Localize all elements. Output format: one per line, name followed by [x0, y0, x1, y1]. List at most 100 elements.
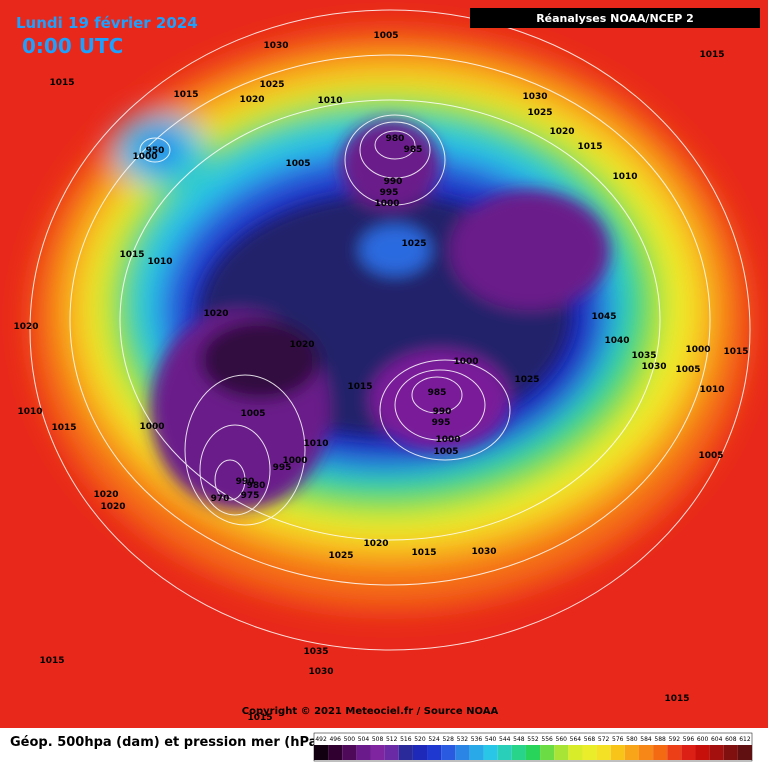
- isobar-label: 1000: [139, 422, 164, 432]
- scale-cell: [667, 745, 682, 760]
- scale-cell: [511, 745, 526, 760]
- isobar-label: 1030: [308, 667, 333, 677]
- scale-cell: [370, 745, 385, 760]
- isobar-label: 1015: [173, 90, 198, 100]
- isobar-label: 1015: [664, 694, 689, 704]
- isobar-label: 1030: [641, 362, 666, 372]
- isobar-label: 1005: [373, 31, 398, 41]
- scale-tick: 552: [527, 736, 539, 743]
- isobar-label: 1005: [698, 451, 723, 461]
- isobar-label: 1005: [285, 159, 310, 169]
- isobar-label: 1015: [39, 656, 64, 666]
- isobar-label: 1020: [13, 322, 38, 332]
- scale-cell: [497, 745, 512, 760]
- scale-cell: [596, 745, 611, 760]
- scale-tick: 564: [570, 736, 582, 743]
- legend-text: Géop. 500hpa (dam) et pression mer (hPa): [10, 735, 323, 750]
- isobar-label: 1045: [591, 312, 616, 322]
- isobar-label: 1020: [289, 340, 314, 350]
- isobar-label: 985: [428, 388, 447, 398]
- color-scale: 492 496 500 504 508 512 516 520 524 528 532 536 540 5…: [313, 732, 753, 762]
- isobar-label: 1030: [522, 92, 547, 102]
- isobar-label: 1010: [699, 385, 724, 395]
- scale-cell: [554, 745, 569, 760]
- isobar-label: 1000: [453, 357, 478, 367]
- scale-tick: 516: [400, 736, 412, 743]
- isobar-label: 1025: [527, 108, 552, 118]
- scale-tick: 604: [711, 736, 723, 743]
- isobar-label: 1000: [132, 152, 157, 162]
- isobar-label: 1000: [374, 199, 399, 209]
- isobar-label: 1015: [119, 250, 144, 260]
- scale-tick: 528: [442, 736, 454, 743]
- isobar-label: 1000: [282, 456, 307, 466]
- scale-tick: 612: [739, 736, 751, 743]
- scale-tick: 512: [386, 736, 398, 743]
- isobar-label: 1015: [411, 548, 436, 558]
- isobar-label: 1000: [685, 345, 710, 355]
- isobar-label: 1030: [471, 547, 496, 557]
- isobar-label: 1040: [604, 336, 629, 346]
- scale-tick: 536: [471, 736, 483, 743]
- scale-cell: [427, 745, 442, 760]
- isobar-label: 1000: [435, 435, 460, 445]
- isobar-label: 1025: [514, 375, 539, 385]
- isobar-label: 1010: [147, 257, 172, 267]
- isobar-label: 1005: [433, 447, 458, 457]
- copyright: Copyright © 2021 Meteociel.fr / Source N…: [242, 706, 499, 717]
- isobar-label: 1025: [401, 239, 426, 249]
- isobar-label: 1035: [631, 351, 656, 361]
- isobar-label: 980: [386, 134, 405, 144]
- isobar-label: 1030: [263, 41, 288, 51]
- scale-tick: 532: [457, 736, 469, 743]
- field: [0, 0, 768, 728]
- isobar-label: 1010: [303, 439, 328, 449]
- scale-cell: [582, 745, 597, 760]
- scale-tick: 560: [556, 736, 568, 743]
- isobar-label: 1020: [100, 502, 125, 512]
- scale-tick: 556: [541, 736, 553, 743]
- scale-tick: 584: [640, 736, 652, 743]
- scale-tick: 548: [513, 736, 525, 743]
- isobar-label: 1035: [303, 647, 328, 657]
- scale-tick: 600: [697, 736, 709, 743]
- isobar-label: 1005: [240, 409, 265, 419]
- scale-tick: 544: [499, 736, 511, 743]
- isobar-label: 1015: [577, 142, 602, 152]
- isobar-label: 990: [236, 477, 255, 487]
- isobar-label: 1015: [51, 423, 76, 433]
- scale-tick: 492: [315, 736, 327, 743]
- isobar-label: 995: [432, 418, 451, 428]
- isobar-label: 1015: [347, 382, 372, 392]
- scale-cell: [469, 745, 484, 760]
- isobar-label: 975: [241, 491, 260, 501]
- scale-cell: [455, 745, 470, 760]
- isobar-label: 1020: [239, 95, 264, 105]
- isobar-label: 950: [146, 146, 165, 156]
- source-box: [470, 8, 760, 28]
- scale-cell: [525, 745, 541, 760]
- scale-tick: 576: [612, 736, 624, 743]
- scale-tick: 588: [654, 736, 666, 743]
- scale-cell: [723, 745, 738, 760]
- isobar-label: 990: [433, 407, 452, 417]
- scale-cell: [398, 745, 413, 760]
- scale-tick: 500: [344, 736, 356, 743]
- scale-cell: [441, 745, 456, 760]
- scale-cell: [412, 745, 428, 760]
- scale-tick: 596: [683, 736, 695, 743]
- scale-tick: 580: [626, 736, 638, 743]
- scale-tick: 520: [414, 736, 426, 743]
- scale-cell: [356, 745, 371, 760]
- isobar-label: 995: [380, 188, 399, 198]
- isobar-label: 995: [273, 463, 292, 473]
- scale-tick: 592: [669, 736, 681, 743]
- time: 0:00 UTC: [22, 34, 123, 58]
- isobar-label: 970: [211, 494, 230, 504]
- scale-cell: [638, 745, 654, 760]
- scale-cell: [483, 745, 498, 760]
- isobar-label: 1015: [723, 347, 748, 357]
- scale-tick: 572: [598, 736, 610, 743]
- scale-cell: [314, 745, 329, 760]
